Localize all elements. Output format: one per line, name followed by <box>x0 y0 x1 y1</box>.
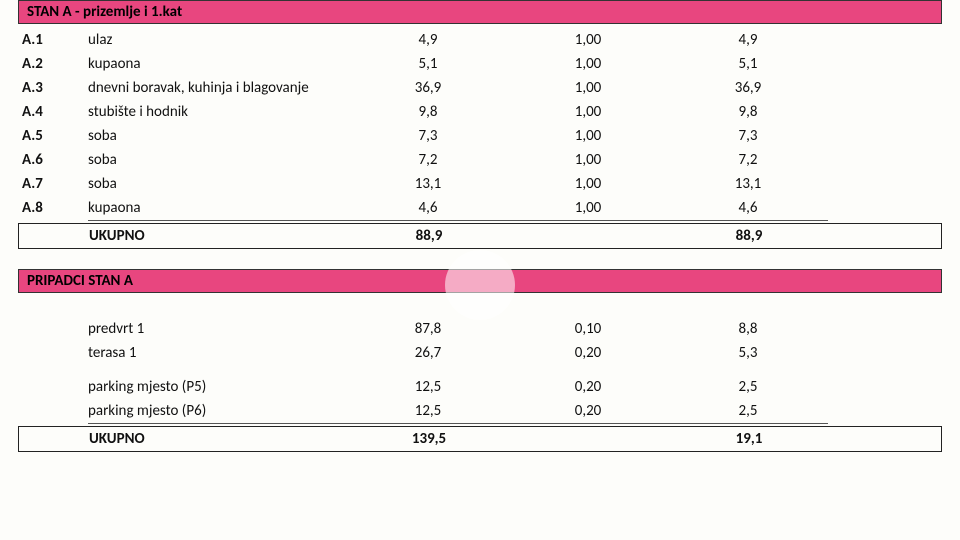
cell-value-3: 7,3 <box>668 124 828 148</box>
table-stan-a: A.1ulaz4,91,004,9A.2kupaona5,11,005,1A.3… <box>18 28 942 249</box>
cell-value-2: 1,00 <box>508 172 668 196</box>
cell-value-3: 13,1 <box>668 172 828 196</box>
total-row: UKUPNO 88,9 88,9 <box>18 223 942 249</box>
cell-value-2: 1,00 <box>508 124 668 148</box>
cell-value-2: 0,20 <box>508 375 668 399</box>
cell-code: A.5 <box>18 124 88 148</box>
cell-value-2: 1,00 <box>508 76 668 100</box>
total-row: UKUPNO 139,5 19,1 <box>18 426 942 452</box>
cell-value-2: 0,10 <box>508 317 668 341</box>
table-row: A.2kupaona5,11,005,1 <box>18 52 942 76</box>
cell-value-3: 2,5 <box>668 399 828 424</box>
spacer <box>18 249 942 269</box>
cell-desc: dnevni boravak, kuhinja i blagovanje <box>88 76 348 100</box>
table-row: A.4stubište i hodnik9,81,009,8 <box>18 100 942 124</box>
cell-value-1: 7,2 <box>348 148 508 172</box>
cell-code: A.1 <box>18 28 88 52</box>
cell-code: A.4 <box>18 100 88 124</box>
cell-value-3: 36,9 <box>668 76 828 100</box>
cell-desc: kupaona <box>88 196 348 221</box>
total-label: UKUPNO <box>89 427 349 451</box>
table-row: parking mjesto (P6)12,50,202,5 <box>18 399 942 424</box>
cell-value-3: 7,2 <box>668 148 828 172</box>
cell-desc: soba <box>88 124 348 148</box>
cell-value-3: 5,3 <box>668 341 828 365</box>
cell-code: A.7 <box>18 172 88 196</box>
document-page: STAN A - prizemlje i 1.kat A.1ulaz4,91,0… <box>0 0 960 540</box>
cell-value-1: 12,5 <box>348 399 508 424</box>
cell-value-3: 2,5 <box>668 375 828 399</box>
cell-desc: terasa 1 <box>88 341 348 365</box>
cell-value-1: 5,1 <box>348 52 508 76</box>
cell-desc: soba <box>88 148 348 172</box>
total-v3: 88,9 <box>669 224 829 248</box>
cell-value-1: 12,5 <box>348 375 508 399</box>
spacer <box>18 365 942 375</box>
cell-value-3: 5,1 <box>668 52 828 76</box>
table-row: A.7soba13,11,0013,1 <box>18 172 942 196</box>
cell-value-2: 1,00 <box>508 196 668 221</box>
section-header-stan-a: STAN A - prizemlje i 1.kat <box>18 0 942 24</box>
table-row: A.1ulaz4,91,004,9 <box>18 28 942 52</box>
cell-value-2: 0,20 <box>508 341 668 365</box>
spacer <box>18 297 942 317</box>
cell-value-1: 4,6 <box>348 196 508 221</box>
cell-value-1: 87,8 <box>348 317 508 341</box>
cell-value-2: 1,00 <box>508 52 668 76</box>
cell-value-3: 9,8 <box>668 100 828 124</box>
section-header-pripadci: PRIPADCI STAN A <box>18 269 942 293</box>
table-row: A.6soba7,21,007,2 <box>18 148 942 172</box>
cell-desc: parking mjesto (P5) <box>88 375 348 399</box>
total-label: UKUPNO <box>89 224 349 248</box>
cell-desc: ulaz <box>88 28 348 52</box>
cell-desc: parking mjesto (P6) <box>88 399 348 424</box>
total-v1: 139,5 <box>349 427 509 451</box>
cell-value-2: 1,00 <box>508 148 668 172</box>
cell-value-1: 13,1 <box>348 172 508 196</box>
table-row: parking mjesto (P5)12,50,202,5 <box>18 375 942 399</box>
cell-value-1: 36,9 <box>348 76 508 100</box>
table-pripadci: predvrt 187,80,108,8terasa 126,70,205,3 … <box>18 317 942 452</box>
cell-value-1: 4,9 <box>348 28 508 52</box>
cell-value-2: 1,00 <box>508 28 668 52</box>
table-row: predvrt 187,80,108,8 <box>18 317 942 341</box>
cell-value-1: 9,8 <box>348 100 508 124</box>
cell-desc: predvrt 1 <box>88 317 348 341</box>
table-row: A.8kupaona4,61,004,6 <box>18 196 942 221</box>
cell-value-1: 26,7 <box>348 341 508 365</box>
table-row: A.5soba7,31,007,3 <box>18 124 942 148</box>
cell-value-3: 4,9 <box>668 28 828 52</box>
cell-value-2: 0,20 <box>508 399 668 424</box>
cell-desc: stubište i hodnik <box>88 100 348 124</box>
table-row: terasa 126,70,205,3 <box>18 341 942 365</box>
cell-code: A.6 <box>18 148 88 172</box>
cell-code: A.2 <box>18 52 88 76</box>
cell-code: A.8 <box>18 196 88 220</box>
cell-desc: soba <box>88 172 348 196</box>
table-row: A.3dnevni boravak, kuhinja i blagovanje3… <box>18 76 942 100</box>
total-v1: 88,9 <box>349 224 509 248</box>
total-v3: 19,1 <box>669 427 829 451</box>
cell-desc: kupaona <box>88 52 348 76</box>
cell-value-1: 7,3 <box>348 124 508 148</box>
cell-value-2: 1,00 <box>508 100 668 124</box>
cell-value-3: 8,8 <box>668 317 828 341</box>
cell-code: A.3 <box>18 76 88 100</box>
cell-value-3: 4,6 <box>668 196 828 221</box>
